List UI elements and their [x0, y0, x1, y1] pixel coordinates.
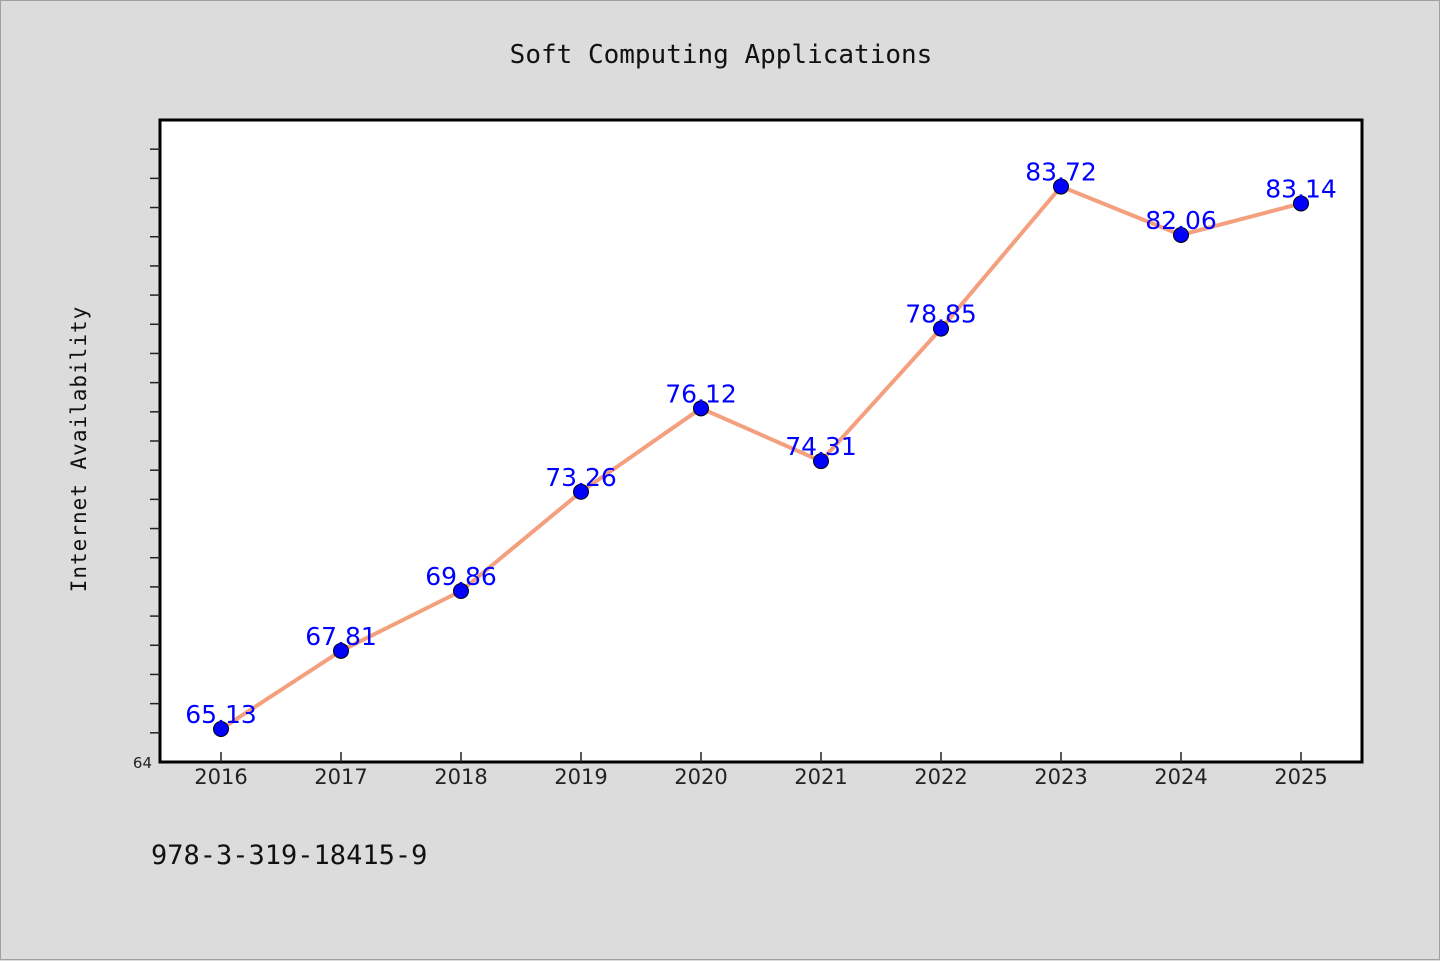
data-point: [813, 453, 829, 470]
data-label: 74.31: [785, 432, 857, 461]
series-line: [219, 184, 1302, 731]
data-label: 76.12: [665, 379, 737, 408]
data-point: [1053, 178, 1069, 195]
x-tick-label: 2022: [914, 765, 967, 789]
data-point: [213, 721, 229, 738]
data-markers: [213, 178, 1309, 738]
data-point: [333, 642, 349, 659]
data-label: 69.86: [425, 562, 497, 591]
data-label: 73.26: [545, 463, 617, 492]
data-label: 83.72: [1025, 158, 1097, 187]
data-label: 65.13: [185, 700, 257, 729]
x-tick-label: 2016: [194, 765, 247, 789]
data-point: [453, 582, 469, 599]
x-tick-label: 2019: [554, 765, 607, 789]
x-tick-label: 2020: [674, 765, 727, 789]
data-label: 83.14: [1265, 174, 1337, 203]
data-point: [1293, 195, 1309, 212]
x-axis-ticks: 2016 2017 2018 2019 2020 2021 2022 2023 2024 2025: [194, 752, 1328, 789]
x-tick-label: 2024: [1154, 765, 1207, 789]
x-tick-label: 2017: [314, 765, 367, 789]
data-point: [693, 400, 709, 417]
data-point: [573, 483, 589, 500]
y-axis-label: Internet Availability: [67, 306, 91, 593]
y-tick-label: 64: [133, 754, 152, 772]
x-tick-label: 2025: [1274, 765, 1327, 789]
x-tick-label: 2023: [1034, 765, 1087, 789]
data-point: [1173, 226, 1189, 243]
data-labels: 65.13 67.81 69.86 73.26 76.12 74.31 78.85 83.72…: [185, 158, 1337, 729]
x-tick-label: 2018: [434, 765, 487, 789]
chart-title: Soft Computing Applications: [510, 40, 933, 70]
data-label: 67.81: [305, 622, 377, 651]
y-axis-ticks: 64: [133, 148, 160, 772]
data-label: 82.06: [1145, 206, 1217, 235]
data-label: 78.85: [905, 300, 977, 329]
isbn-footer: 978-3-319-18415-9: [151, 840, 427, 871]
x-tick-label: 2021: [794, 765, 847, 789]
data-point: [933, 320, 949, 337]
